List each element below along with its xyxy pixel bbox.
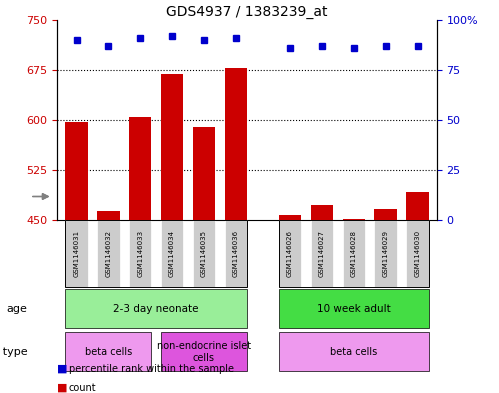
Bar <box>279 220 429 287</box>
Bar <box>406 192 429 220</box>
Text: GSM1146027: GSM1146027 <box>319 230 325 277</box>
Text: percentile rank within the sample: percentile rank within the sample <box>69 364 234 374</box>
Text: GSM1146036: GSM1146036 <box>233 230 239 277</box>
Text: GSM1146033: GSM1146033 <box>137 230 143 277</box>
Text: non-endocrine islet
cells: non-endocrine islet cells <box>157 341 251 362</box>
Text: count: count <box>69 383 96 393</box>
Text: age: age <box>6 303 27 314</box>
Bar <box>97 220 120 287</box>
Bar <box>225 68 247 220</box>
Text: GSM1146030: GSM1146030 <box>415 230 421 277</box>
Text: GSM1146028: GSM1146028 <box>351 230 357 277</box>
Bar <box>65 332 151 371</box>
Bar <box>279 215 301 220</box>
Text: GSM1146032: GSM1146032 <box>105 230 111 277</box>
Title: GDS4937 / 1383239_at: GDS4937 / 1383239_at <box>166 5 328 18</box>
Bar <box>343 219 365 220</box>
Bar <box>374 220 397 287</box>
Bar <box>161 220 183 287</box>
Bar <box>406 220 429 287</box>
Bar <box>161 74 183 220</box>
Bar <box>279 289 429 328</box>
Text: beta cells: beta cells <box>85 347 132 357</box>
Bar <box>65 122 88 220</box>
Bar <box>161 332 247 371</box>
Bar <box>129 220 151 287</box>
Text: ■: ■ <box>57 383 68 393</box>
Text: 2-3 day neonate: 2-3 day neonate <box>113 303 199 314</box>
Text: cell type: cell type <box>0 347 27 357</box>
Bar <box>97 211 120 220</box>
Text: ■: ■ <box>57 364 68 374</box>
Bar <box>129 117 151 220</box>
Text: GSM1146034: GSM1146034 <box>169 230 175 277</box>
Bar <box>343 220 365 287</box>
Bar <box>225 220 247 287</box>
Bar <box>311 220 333 287</box>
Text: GSM1146035: GSM1146035 <box>201 230 207 277</box>
Text: beta cells: beta cells <box>330 347 377 357</box>
Text: GSM1146031: GSM1146031 <box>73 230 79 277</box>
Bar <box>374 209 397 220</box>
Bar <box>65 289 247 328</box>
Bar <box>65 220 247 287</box>
Bar <box>279 332 429 371</box>
Text: 10 week adult: 10 week adult <box>317 303 391 314</box>
Bar <box>311 206 333 220</box>
Bar <box>65 220 88 287</box>
Text: GSM1146026: GSM1146026 <box>287 230 293 277</box>
Bar <box>279 220 301 287</box>
Text: GSM1146029: GSM1146029 <box>383 230 389 277</box>
Bar <box>193 220 215 287</box>
Bar <box>193 127 215 220</box>
